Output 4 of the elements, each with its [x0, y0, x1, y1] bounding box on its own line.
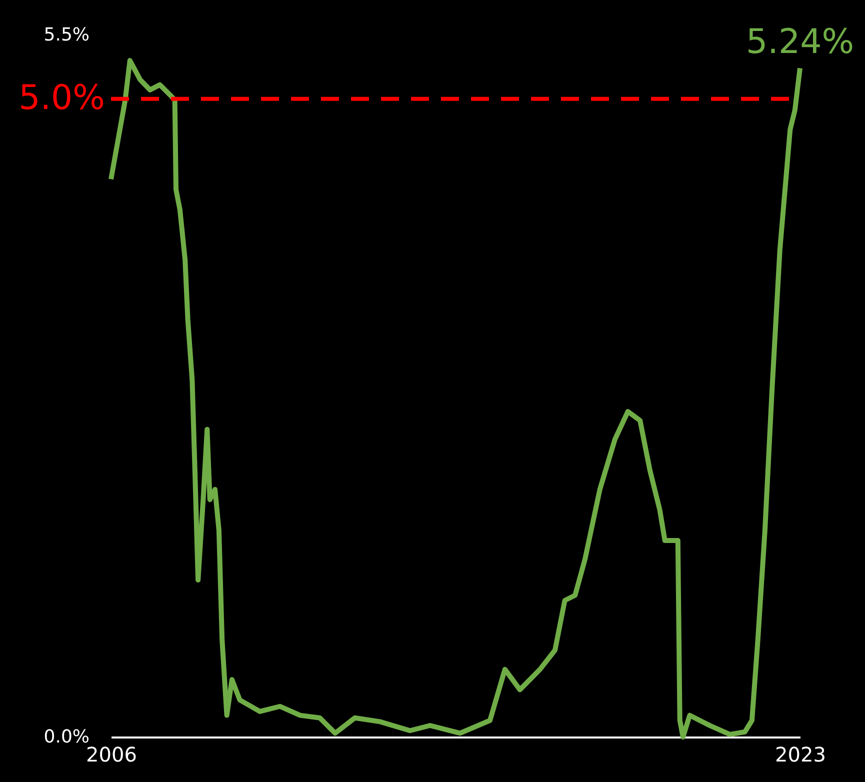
ref-line-label: 5.0%: [18, 78, 105, 118]
y-tick-label: 5.5%: [44, 24, 90, 46]
annotation: 5.24%: [746, 22, 854, 62]
x-tick-label: 2023: [775, 742, 826, 766]
